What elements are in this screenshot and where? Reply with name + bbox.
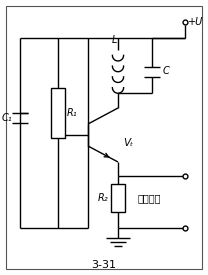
Text: C₁: C₁: [1, 113, 12, 123]
Bar: [51, 88, 65, 138]
Text: L: L: [111, 35, 117, 45]
Text: R₂: R₂: [97, 193, 108, 203]
Text: Vₜ: Vₜ: [123, 138, 133, 148]
Text: 3-31: 3-31: [92, 260, 116, 270]
Text: C: C: [163, 67, 170, 76]
Text: +U: +U: [188, 17, 203, 27]
Text: R₁: R₁: [67, 108, 78, 118]
Bar: [111, 184, 125, 212]
Text: 接频率计: 接频率计: [138, 193, 161, 203]
